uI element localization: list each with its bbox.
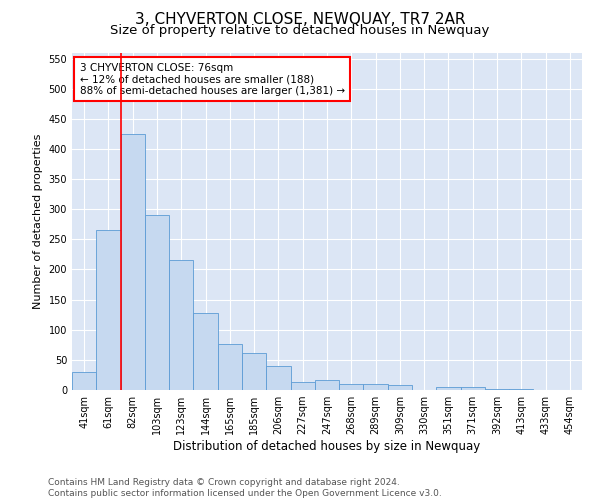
Text: Contains HM Land Registry data © Crown copyright and database right 2024.
Contai: Contains HM Land Registry data © Crown c…: [48, 478, 442, 498]
Bar: [193, 313, 218, 390]
Bar: [364, 384, 388, 390]
Y-axis label: Number of detached properties: Number of detached properties: [33, 134, 43, 309]
Bar: [485, 389, 509, 390]
Bar: [169, 260, 193, 390]
Bar: [96, 230, 121, 390]
Bar: [461, 387, 485, 390]
Text: Size of property relative to detached houses in Newquay: Size of property relative to detached ho…: [110, 24, 490, 37]
Text: 3 CHYVERTON CLOSE: 76sqm
← 12% of detached houses are smaller (188)
88% of semi-: 3 CHYVERTON CLOSE: 76sqm ← 12% of detach…: [80, 62, 345, 96]
Bar: [436, 387, 461, 390]
Bar: [72, 372, 96, 390]
Bar: [290, 382, 315, 390]
Bar: [121, 134, 145, 390]
Bar: [388, 385, 412, 390]
Bar: [218, 344, 242, 390]
Bar: [315, 380, 339, 390]
Bar: [509, 389, 533, 390]
X-axis label: Distribution of detached houses by size in Newquay: Distribution of detached houses by size …: [173, 440, 481, 453]
Bar: [339, 384, 364, 390]
Bar: [266, 366, 290, 390]
Text: 3, CHYVERTON CLOSE, NEWQUAY, TR7 2AR: 3, CHYVERTON CLOSE, NEWQUAY, TR7 2AR: [135, 12, 465, 28]
Bar: [242, 352, 266, 390]
Bar: [145, 215, 169, 390]
